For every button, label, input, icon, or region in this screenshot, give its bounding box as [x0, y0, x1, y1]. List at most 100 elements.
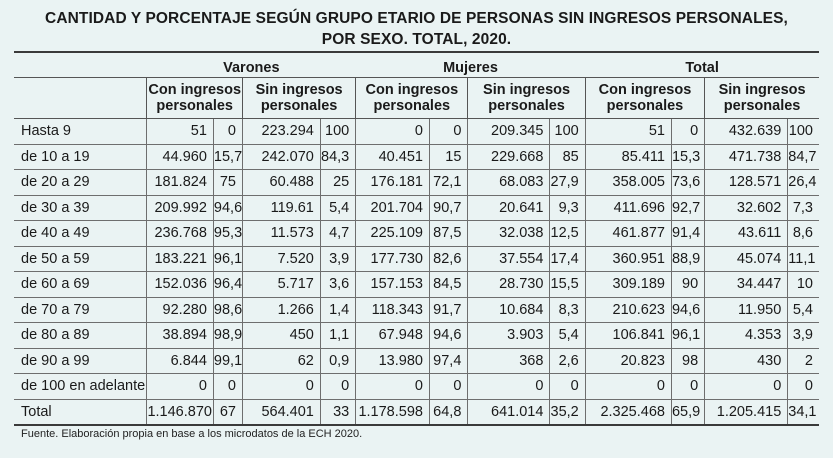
row-label: de 50 a 59 [14, 246, 147, 272]
table-cell: 223.294 [241, 118, 321, 145]
table-cell: 51 [146, 118, 214, 145]
row-label: de 90 a 99 [14, 348, 147, 374]
table-cell: 91,4 [670, 220, 705, 247]
table-cell: 411.696 [584, 195, 672, 221]
table-cell: 15,5 [549, 271, 586, 298]
table-cell: 45.074 [704, 246, 788, 272]
table-cell: 7,3 [787, 195, 819, 221]
table-cell: 98 [670, 348, 705, 374]
table-cell: 15 [428, 144, 468, 170]
table-cell: 96,4 [212, 271, 243, 298]
table-cell: 3,9 [319, 246, 356, 272]
table-cell: 94,6 [428, 322, 468, 349]
table-cell: 99,1 [212, 348, 243, 374]
table-cell: 90,7 [428, 195, 468, 221]
table-cell: 309.189 [584, 271, 672, 298]
table-cell: 20.823 [584, 348, 672, 374]
table-cell: 15,7 [212, 144, 243, 170]
table-cell: 65,9 [670, 399, 705, 426]
table-cell: 32.038 [467, 220, 550, 247]
table-cell: 73,6 [670, 169, 705, 196]
table-cell: 87,5 [428, 220, 468, 247]
table-cell: 176.181 [355, 169, 430, 196]
table-cell: 0 [467, 373, 550, 400]
table-cell: 67 [212, 399, 243, 426]
table-cell: 2 [787, 348, 819, 374]
table-row: Total 1.146.870 67 564.401 33 1.178.598 64,8 64… [14, 399, 819, 426]
subheader-con-ingresos-varones: Con ingresos personales [146, 77, 243, 119]
subheader-con-ingresos-total: Con ingresos personales [584, 77, 705, 119]
table-cell: 95,3 [212, 220, 243, 247]
table-title: CANTIDAD Y PORCENTAJE SEGÚN GRUPO ETARIO… [0, 8, 833, 50]
table-cell: 358.005 [584, 169, 672, 196]
table-cell: 62 [241, 348, 321, 374]
table-cell: 3.903 [467, 322, 550, 349]
table-cell: 94,6 [212, 195, 243, 221]
table-cell: 84,5 [428, 271, 468, 298]
table-row: Hasta 9 51 0 223.294 100 0 0 209.345 100 51 0 432.6… [14, 118, 819, 145]
table-cell: 35,2 [549, 399, 586, 426]
table-cell: 60.488 [241, 169, 321, 196]
table-cell: 0 [212, 118, 243, 145]
row-label: Hasta 9 [14, 118, 147, 145]
table-cell: 360.951 [584, 246, 672, 272]
table-cell: 10.684 [467, 297, 550, 323]
table-row: de 20 a 29 181.824 75 60.488 25 176.181 72,1 68… [14, 169, 819, 196]
table-cell: 88,9 [670, 246, 705, 272]
table-cell: 96,1 [670, 322, 705, 349]
row-label: Total [14, 399, 147, 426]
table-cell: 210.623 [584, 297, 672, 323]
source-footnote: Fuente. Elaboración propia en base a los… [21, 428, 363, 440]
table-cell: 25 [319, 169, 356, 196]
table-cell: 1.266 [241, 297, 321, 323]
table-cell: 0 [319, 373, 356, 400]
table-cell: 106.841 [584, 322, 672, 349]
table-cell: 43.611 [704, 220, 788, 247]
table-cell: 564.401 [241, 399, 321, 426]
table-cell: 0 [584, 373, 672, 400]
table-cell: 6.844 [146, 348, 214, 374]
subheader-sin-ingresos-total: Sin ingresos personales [704, 77, 819, 119]
table-cell: 34.447 [704, 271, 788, 298]
table-cell: 26,4 [787, 169, 819, 196]
table-cell: 72,1 [428, 169, 468, 196]
table-cell: 20.641 [467, 195, 550, 221]
table-row: de 70 a 79 92.280 98,6 1.266 1,4 118.343 91,7 1… [14, 297, 819, 323]
row-label-header [14, 77, 147, 119]
table-cell: 0 [355, 118, 430, 145]
table-cell: 37.554 [467, 246, 550, 272]
row-label: de 20 a 29 [14, 169, 147, 196]
corner-cell [14, 53, 147, 78]
table-row: de 80 a 89 38.894 98,9 450 1,1 67.948 94,6 3.90… [14, 322, 819, 349]
table-row: de 90 a 99 6.844 99,1 62 0,9 13.980 97,4 368 2,6… [14, 348, 819, 374]
row-label: de 70 a 79 [14, 297, 147, 323]
table-cell: 100 [787, 118, 819, 145]
table-cell: 229.668 [467, 144, 550, 170]
table-cell: 98,9 [212, 322, 243, 349]
row-label: de 30 a 39 [14, 195, 147, 221]
table-cell: 1,1 [319, 322, 356, 349]
table-cell: 128.571 [704, 169, 788, 196]
table-cell: 64,8 [428, 399, 468, 426]
table-cell: 51 [584, 118, 672, 145]
table-cell: 15,3 [670, 144, 705, 170]
table-cell: 242.070 [241, 144, 321, 170]
table-cell: 209.992 [146, 195, 214, 221]
row-label: de 100 en adelante [14, 373, 147, 400]
table-cell: 209.345 [467, 118, 550, 145]
table-cell: 40.451 [355, 144, 430, 170]
table-cell: 5,4 [319, 195, 356, 221]
table-cell: 1.146.870 [146, 399, 214, 426]
table-body: Hasta 9 51 0 223.294 100 0 0 209.345 100 51 0 432.6… [14, 118, 819, 426]
group-header-varones: Varones [223, 60, 280, 76]
table-cell: 8,3 [549, 297, 586, 323]
row-label: de 10 a 19 [14, 144, 147, 170]
table-cell: 96,1 [212, 246, 243, 272]
table-cell: 430 [704, 348, 788, 374]
table-cell: 28.730 [467, 271, 550, 298]
table-cell: 0 [670, 118, 705, 145]
table-cell: 119.61 [241, 195, 321, 221]
top-rule [14, 51, 819, 53]
table-cell: 152.036 [146, 271, 214, 298]
